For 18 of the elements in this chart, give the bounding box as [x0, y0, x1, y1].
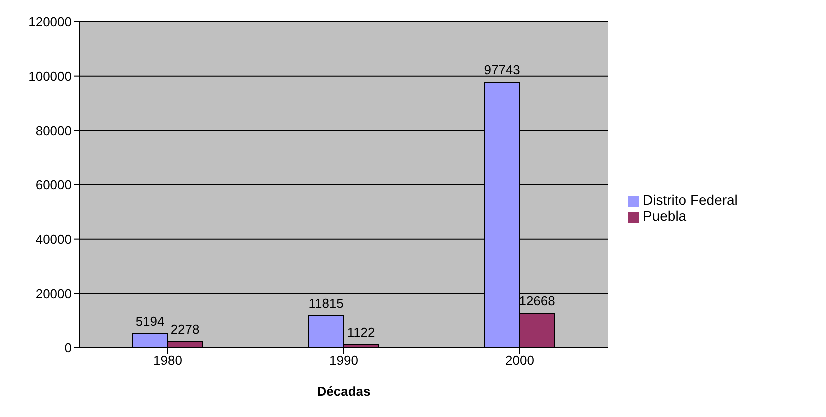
y-tick-label: 60000 [36, 178, 72, 193]
x-tick-label: 1980 [154, 353, 182, 368]
data-label: 2278 [170, 322, 200, 337]
data-label: 11815 [308, 296, 344, 311]
legend-label: Puebla [643, 208, 687, 224]
x-tick-label: 1990 [330, 353, 358, 368]
data-label: 97743 [484, 62, 520, 78]
x-tick-label: 2000 [506, 353, 534, 368]
y-tick-label: 20000 [36, 286, 72, 302]
legend-label: Distrito Federal [643, 192, 738, 208]
y-tick-label: 100000 [28, 68, 72, 84]
data-label: 1122 [347, 324, 376, 340]
y-tick-label: 40000 [36, 232, 72, 247]
y-tick-label: 120000 [28, 14, 72, 30]
y-tick-label: 0 [64, 340, 72, 356]
x-axis-title: Décadas [317, 384, 371, 399]
y-tick-label: 80000 [36, 123, 72, 138]
data-label: 5194 [136, 314, 165, 329]
